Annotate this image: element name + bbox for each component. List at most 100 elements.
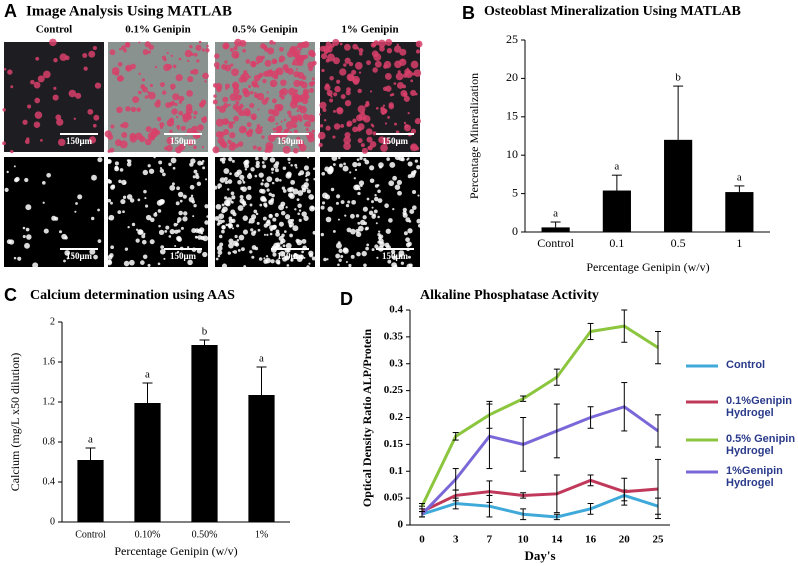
stain	[114, 161, 119, 166]
stain	[89, 248, 96, 255]
stain	[415, 49, 421, 54]
stain	[276, 261, 281, 265]
stain	[267, 47, 275, 55]
stain	[281, 186, 286, 190]
stain	[238, 112, 241, 116]
stain	[327, 206, 333, 212]
stain	[407, 228, 413, 234]
stain	[149, 239, 155, 245]
stain	[73, 117, 76, 120]
stain	[159, 82, 165, 88]
stain	[212, 99, 218, 105]
stain	[299, 47, 302, 51]
stain	[340, 254, 344, 259]
stain	[221, 225, 226, 230]
stain	[360, 143, 365, 148]
stain	[254, 174, 258, 178]
stain	[374, 60, 382, 68]
stain	[35, 56, 40, 61]
stain	[150, 129, 159, 138]
stain	[10, 149, 14, 154]
stain	[229, 93, 238, 102]
x-tick-label: 14	[551, 534, 563, 546]
stain	[43, 228, 49, 234]
bar	[664, 139, 693, 232]
stain	[233, 250, 238, 254]
stain	[217, 183, 222, 189]
stain	[230, 63, 234, 67]
stain	[275, 69, 280, 73]
stain	[357, 162, 362, 167]
stain	[410, 172, 416, 178]
x-tick-label: 0	[419, 534, 425, 546]
stain	[110, 124, 115, 129]
stain	[295, 46, 298, 49]
stain	[227, 179, 233, 184]
stain	[242, 229, 248, 235]
stain	[204, 80, 207, 83]
column-label: 1% Genipin	[341, 24, 398, 36]
stain	[204, 204, 209, 209]
stain	[198, 40, 202, 44]
stain	[251, 214, 257, 220]
y-tick-label: 2	[50, 316, 55, 327]
stain	[227, 251, 231, 255]
stain	[259, 203, 263, 207]
stain	[338, 156, 341, 160]
stain	[148, 44, 154, 50]
stain	[132, 96, 140, 104]
y-tick-label: 0.05	[384, 492, 404, 504]
stain	[249, 250, 253, 254]
stain	[352, 161, 358, 168]
stain	[263, 257, 266, 260]
stain	[193, 110, 198, 116]
stain	[137, 229, 144, 235]
stain	[93, 254, 98, 260]
stain	[190, 70, 194, 75]
stain	[166, 51, 169, 55]
stain	[349, 171, 352, 174]
stain	[83, 66, 88, 71]
stain	[268, 192, 272, 196]
stain	[334, 85, 341, 93]
stain	[301, 211, 307, 217]
stain	[282, 244, 286, 248]
stain	[158, 229, 165, 236]
stain	[124, 41, 131, 48]
stain	[268, 115, 276, 123]
stain	[224, 83, 230, 89]
stain	[267, 134, 276, 143]
stain	[262, 164, 267, 169]
stain	[109, 147, 115, 153]
stain	[358, 71, 362, 74]
stain	[116, 75, 123, 82]
stain	[384, 203, 389, 209]
stain	[230, 142, 236, 147]
stain	[396, 82, 404, 89]
stain	[177, 191, 184, 198]
stain	[66, 257, 69, 260]
stain	[351, 199, 356, 205]
stain	[272, 252, 277, 257]
stain	[386, 48, 393, 54]
stain	[171, 108, 178, 115]
stain	[352, 118, 357, 123]
stain	[122, 195, 127, 199]
stain	[228, 218, 234, 224]
stain	[278, 125, 282, 129]
stain	[2, 141, 6, 146]
y-tick-label: 0.35	[384, 330, 404, 342]
stain	[393, 82, 397, 86]
stain	[175, 74, 183, 82]
stain	[245, 59, 251, 64]
stain	[329, 98, 334, 103]
stain	[54, 216, 59, 221]
stain	[225, 120, 229, 125]
stain	[348, 61, 354, 67]
stain	[180, 125, 186, 131]
stain	[275, 242, 281, 248]
stain	[294, 163, 298, 167]
stain	[271, 171, 274, 174]
stain	[297, 190, 304, 196]
stain	[292, 147, 299, 154]
